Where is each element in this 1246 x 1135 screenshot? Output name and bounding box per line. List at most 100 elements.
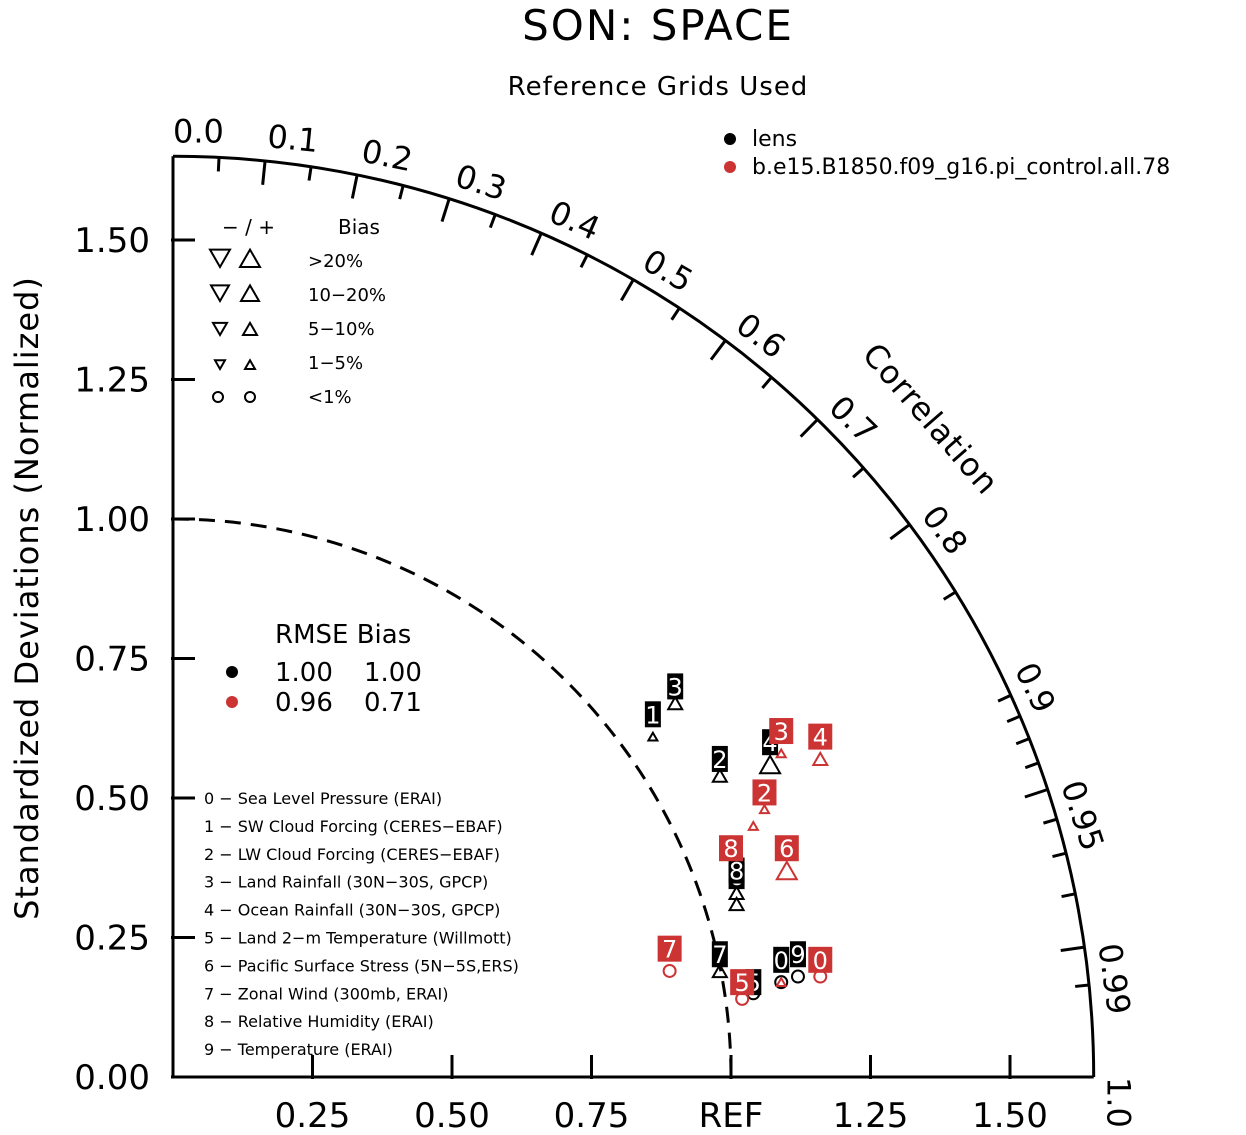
data-point-box bbox=[789, 941, 806, 968]
correlation-label: 0.6 bbox=[729, 305, 793, 366]
chart-title: SON: SPACE bbox=[522, 1, 794, 50]
triangle-down-icon bbox=[208, 248, 232, 270]
triangle-down-icon bbox=[209, 284, 231, 304]
variable-legend-item: 9 − Temperature (ERAI) bbox=[204, 1040, 393, 1059]
rmse-dot bbox=[226, 666, 238, 678]
bias-marker-triangle bbox=[711, 962, 729, 979]
data-point-label: 5 bbox=[735, 969, 750, 997]
data-point-box bbox=[667, 673, 684, 700]
y-tick-label: 0.50 bbox=[74, 779, 150, 819]
data-point-box bbox=[774, 835, 799, 862]
correlation-label: 0.8 bbox=[914, 498, 975, 562]
x-tick-label: 1.50 bbox=[972, 1096, 1048, 1135]
points-layer: 012345678902345678 bbox=[644, 673, 833, 1006]
correlation-tick bbox=[350, 174, 359, 199]
circle-icon bbox=[212, 391, 224, 403]
data-point-box bbox=[773, 946, 790, 973]
variable-legend-item: 2 − LW Cloud Forcing (CERES−EBAF) bbox=[204, 845, 500, 864]
correlation-label: 0.95 bbox=[1053, 776, 1111, 856]
correlation-tick bbox=[997, 693, 1012, 703]
bias-marker-triangle bbox=[747, 819, 760, 831]
variable-legend-item: 7 − Zonal Wind (300mb, ERAI) bbox=[204, 984, 448, 1003]
legend-model-name: b.e15.B1850.f09_g16.pi_control.all.78 bbox=[752, 155, 1170, 180]
data-point-label: 8 bbox=[723, 835, 738, 863]
correlation-label: 0.0 bbox=[173, 112, 224, 150]
variable-legend-item: 3 − Land Rainfall (30N−30S, GPCP) bbox=[204, 873, 488, 892]
correlation-label: 0.5 bbox=[636, 242, 699, 300]
variable-legend-item: 0 − Sea Level Pressure (ERAI) bbox=[204, 789, 442, 808]
bias-marker-triangle bbox=[711, 767, 729, 783]
correlation-tick bbox=[761, 376, 773, 389]
y-axis-label: Standardized Deviations (Normalized) bbox=[8, 276, 46, 920]
data-point-box bbox=[711, 745, 728, 772]
triangle-down-icon bbox=[211, 321, 229, 338]
correlation-tick bbox=[670, 307, 681, 321]
data-point-label: 1 bbox=[645, 701, 660, 729]
rmse-bias-header: RMSE Bias bbox=[275, 620, 411, 650]
correlation-label: 0.3 bbox=[451, 157, 511, 209]
y-tick-label: 0.00 bbox=[74, 1058, 150, 1098]
data-point-label: 0 bbox=[774, 947, 789, 975]
correlation-tick bbox=[398, 185, 405, 200]
bias-marker-triangle bbox=[758, 803, 771, 815]
correlation-label: 0.99 bbox=[1090, 941, 1138, 1017]
rmse-value: 1.00 bbox=[275, 658, 333, 688]
legend-model-name: lens bbox=[752, 127, 797, 152]
correlation-tick bbox=[1075, 983, 1090, 988]
correlation-tick bbox=[579, 254, 589, 268]
triangle-up-icon bbox=[241, 320, 259, 336]
bias-marker-circle bbox=[774, 975, 789, 990]
data-point-label: 9 bbox=[790, 941, 805, 969]
variable-legend-item: 4 − Ocean Rainfall (30N−30S, GPCP) bbox=[204, 901, 500, 920]
bias-marker-triangle bbox=[774, 747, 788, 759]
correlation-label: 0.7 bbox=[822, 388, 885, 451]
bias-marker-circle bbox=[790, 969, 805, 984]
data-point-label: 2 bbox=[757, 779, 772, 807]
bias-marker-triangle bbox=[775, 859, 799, 881]
correlation-tick bbox=[261, 160, 267, 185]
correlation-tick bbox=[1024, 761, 1039, 770]
bias-legend-label: >20% bbox=[308, 251, 363, 272]
bias-marker-triangle bbox=[811, 750, 830, 767]
y-tick-label: 1.25 bbox=[74, 361, 150, 401]
data-point-box bbox=[769, 718, 794, 745]
correlation-label: 0.9 bbox=[1007, 656, 1063, 718]
bias-legend-label: 10−20% bbox=[308, 285, 386, 306]
data-point-box bbox=[711, 941, 728, 968]
rmse-dot bbox=[226, 696, 238, 708]
grid-layer: 0.000.250.500.751.001.251.500.25 0.50 0.75… bbox=[74, 112, 1138, 1135]
correlation-tick bbox=[1024, 788, 1049, 799]
bias-value: 1.00 bbox=[364, 658, 422, 688]
correlation-tick bbox=[530, 232, 543, 256]
correlation-label: 1.0 bbox=[1100, 1077, 1138, 1128]
bias-legend-label: 5−10% bbox=[308, 319, 375, 340]
bias-marker-triangle bbox=[727, 895, 746, 912]
correlation-tick bbox=[799, 418, 819, 438]
data-point-label: 6 bbox=[779, 835, 794, 863]
data-point-box bbox=[719, 835, 743, 862]
data-point-label: 4 bbox=[813, 724, 828, 752]
x-tick-label: 0.75 bbox=[554, 1096, 630, 1135]
variable-legend-item: 8 − Relative Humidity (ERAI) bbox=[204, 1012, 434, 1031]
y-tick-label: 1.00 bbox=[74, 500, 150, 540]
correlation-label: 0.1 bbox=[266, 117, 320, 160]
bias-marker-circle bbox=[662, 963, 677, 978]
chart-subtitle: Reference Grids Used bbox=[508, 72, 809, 102]
correlation-tick bbox=[1052, 851, 1067, 859]
data-point-label: 2 bbox=[712, 746, 727, 774]
correlation-tick bbox=[1060, 945, 1085, 952]
y-tick-label: 0.75 bbox=[74, 640, 150, 680]
bias-marker-triangle bbox=[774, 976, 788, 988]
correlation-tick bbox=[216, 157, 221, 172]
x-tick-label: REF bbox=[699, 1096, 764, 1135]
bias-legend-label: <1% bbox=[308, 387, 352, 408]
variable-legend-item: 6 − Pacific Surface Stress (5N−5S,ERS) bbox=[204, 956, 519, 975]
correlation-tick bbox=[307, 166, 313, 181]
rmse-value: 0.96 bbox=[275, 688, 333, 718]
data-point-label: 3 bbox=[774, 718, 789, 746]
correlation-tick bbox=[488, 214, 497, 229]
bias-value: 0.71 bbox=[364, 688, 422, 718]
data-point-box bbox=[728, 857, 745, 884]
bias-legend-sign: − / + bbox=[222, 215, 275, 239]
